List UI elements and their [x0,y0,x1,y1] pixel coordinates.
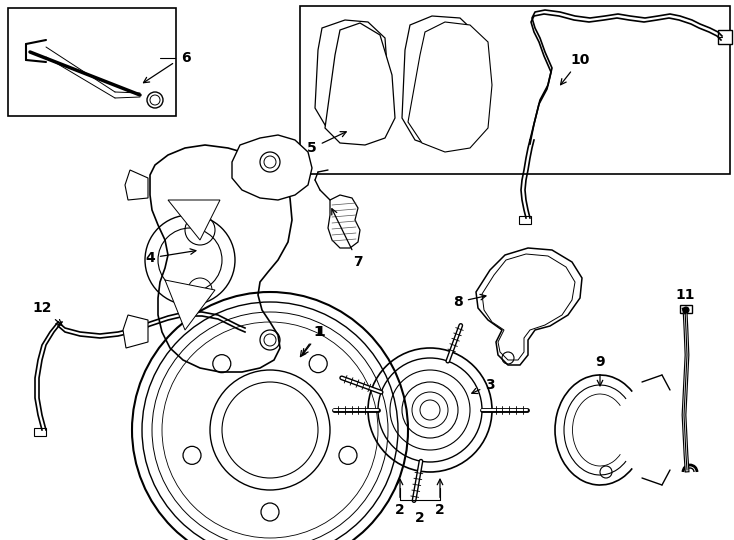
Polygon shape [150,145,292,372]
Bar [8,8,176,116]
Polygon shape [125,170,148,200]
Polygon shape [165,280,215,330]
Text: 1: 1 [302,325,325,355]
Polygon shape [232,135,312,200]
Text: 7: 7 [332,209,363,269]
Bar [718,30,732,44]
Text: 11: 11 [675,288,695,314]
Text: 12: 12 [32,301,62,325]
Polygon shape [123,315,148,348]
Polygon shape [476,248,582,365]
Text: 9: 9 [595,355,605,386]
Polygon shape [402,16,482,148]
Polygon shape [328,195,360,248]
Bar [34,428,46,436]
Text: 2: 2 [395,479,405,517]
Bar [300,6,730,174]
Text: 6: 6 [181,51,191,65]
Polygon shape [482,254,575,360]
Text: 4: 4 [145,249,196,265]
Text: 10: 10 [561,53,589,85]
Text: 8: 8 [453,294,486,309]
Text: 3: 3 [472,378,495,394]
Bar [680,305,692,313]
Bar [519,216,531,224]
Text: 1: 1 [300,325,323,356]
Polygon shape [325,23,395,145]
Bar [243,326,261,336]
Text: 2: 2 [415,511,425,525]
Text: 5: 5 [307,132,346,155]
Text: 2: 2 [435,479,445,517]
Polygon shape [315,20,388,140]
Polygon shape [168,200,220,240]
Polygon shape [408,22,492,152]
Circle shape [683,307,689,313]
